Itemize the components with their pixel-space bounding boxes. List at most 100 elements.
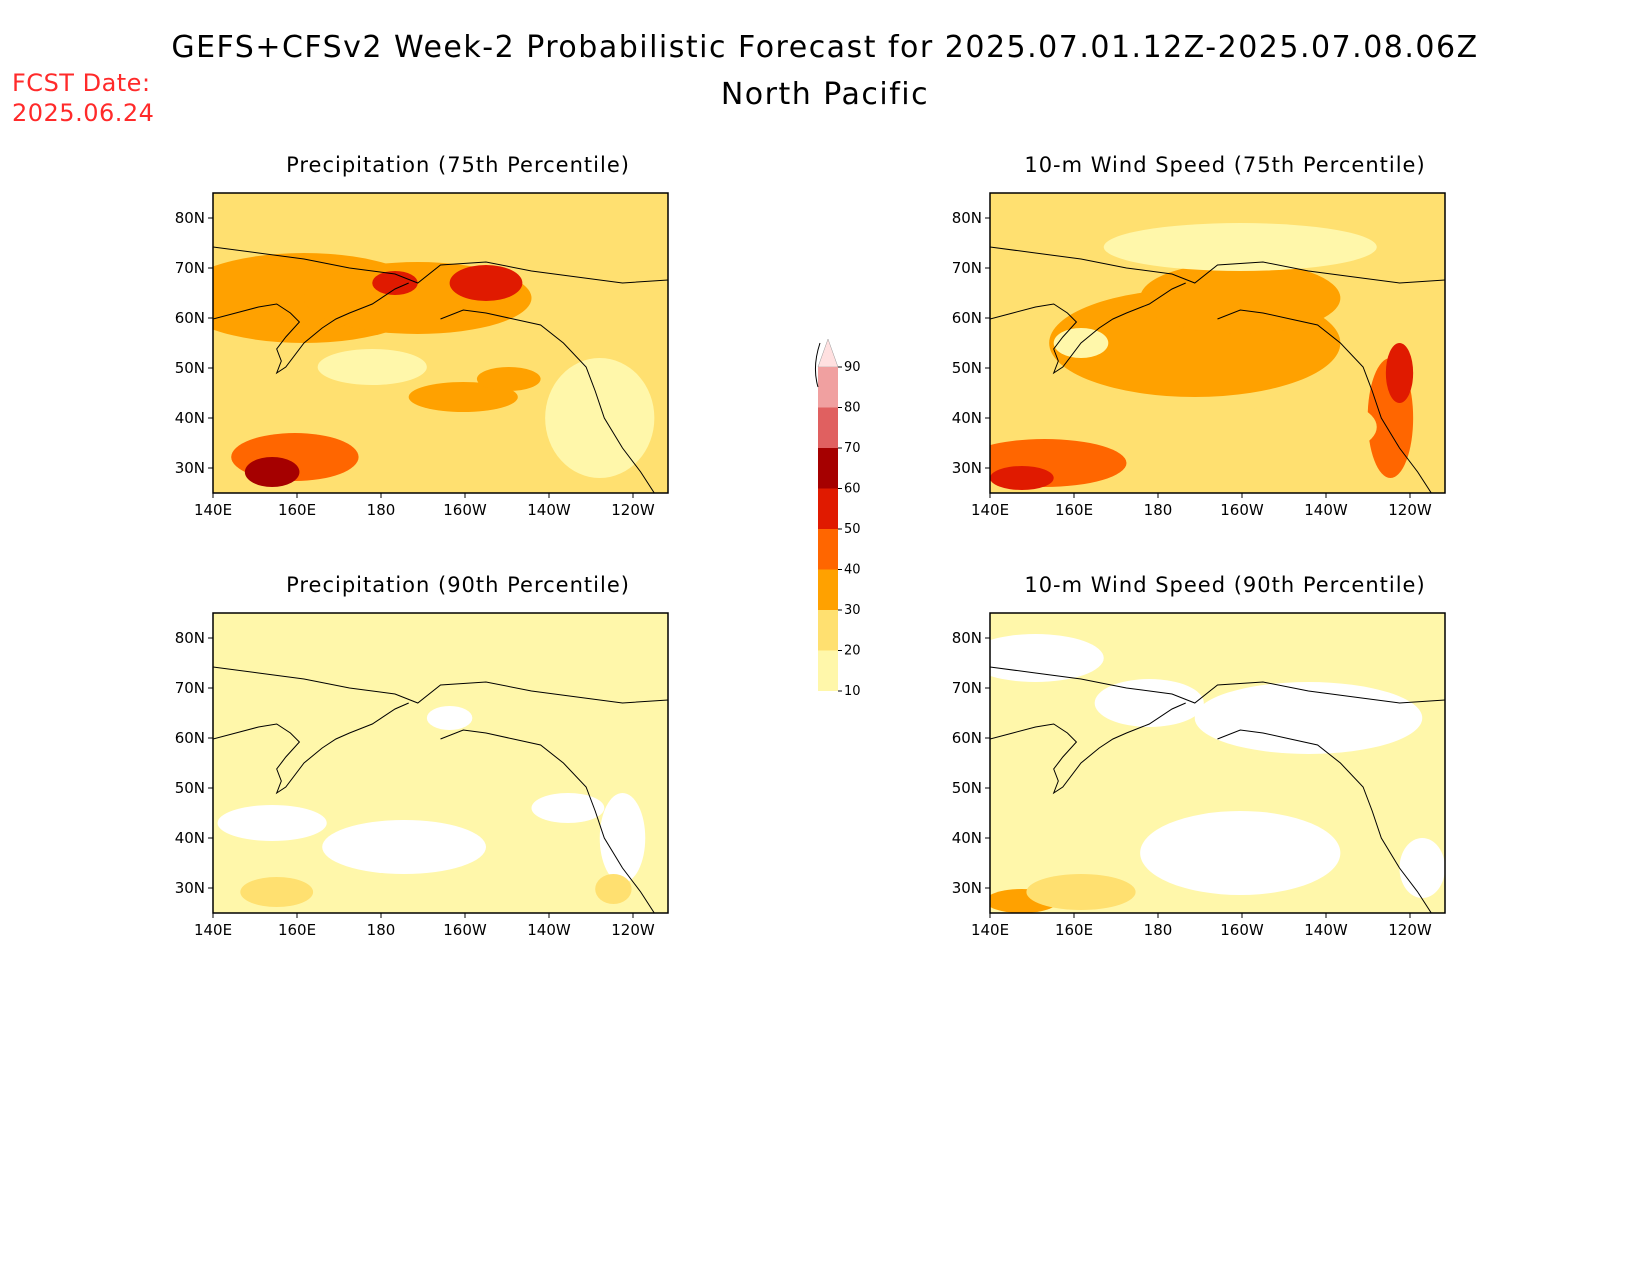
lat-tick-label: 80N [175,209,205,227]
lat-tick-label: 40N [952,409,982,427]
contour-region [599,793,646,883]
colorbar-label: 10 [844,684,861,699]
contour-region [408,382,518,412]
lat-tick-label: 50N [952,359,982,377]
lat-tick-label: 60N [175,309,205,327]
coastline [213,282,409,375]
contour-region [1140,811,1341,895]
contour-region [240,877,314,907]
contour-region [990,466,1054,490]
lat-tick-label: 60N [952,309,982,327]
lat-tick-label: 70N [175,259,205,277]
lon-tick-label: 120W [611,501,655,519]
lon-tick-label: 180 [367,921,396,939]
lat-tick-label: 80N [175,629,205,647]
colorbar-label: 40 [844,563,861,578]
contour-region [372,271,418,295]
lat-tick-label: 40N [175,829,205,847]
contour-region [476,367,541,391]
colorbar-segment [818,650,838,691]
lon-tick-label: 120W [1388,921,1432,939]
map-frame [989,612,1446,914]
contour-region [426,706,473,730]
colorbar-segment [818,529,838,570]
lat-tick-label: 50N [175,359,205,377]
coastline [213,702,409,795]
contour-region [1240,397,1377,457]
lon-tick-label: 140W [1304,921,1348,939]
lat-tick-label: 80N [952,209,982,227]
contour-region [1385,343,1414,403]
lat-tick-label: 40N [952,829,982,847]
contour-region [1103,223,1377,271]
lat-tick-label: 40N [175,409,205,427]
lon-tick-label: 160E [1055,921,1093,939]
colorbar-label: 60 [844,482,861,497]
map-wind75: 80N 70N 60N 50N 40N 30N 140E 160E 180 160W 140W 120… [952,192,1446,519]
colorbar-segment [818,488,838,529]
colorbar-segment [818,407,838,448]
lat-tick-label: 70N [952,259,982,277]
colorbar-segment [818,448,838,489]
lon-tick-label: 140E [971,921,1009,939]
lat-tick-label: 60N [175,729,205,747]
lat-tick-label: 70N [175,679,205,697]
coastline [990,666,1445,704]
lon-tick-label: 180 [1144,921,1173,939]
lat-tick-label: 60N [952,729,982,747]
colorbar-label: 80 [844,401,861,416]
panel-title-precip75: Precipitation (75th Percentile) [286,153,630,177]
colorbar: 10 20 30 40 50 60 70 80 90 [814,338,861,699]
lon-tick-label: 120W [611,921,655,939]
panel-title-precip90: Precipitation (90th Percentile) [286,573,630,597]
lon-tick-label: 160W [1220,501,1264,519]
contour-region [244,457,300,487]
fcst-date-label: FCST Date: 2025.06.24 [12,68,154,128]
lat-tick-label: 30N [952,459,982,477]
lon-tick-label: 180 [367,501,396,519]
colorbar-label: 70 [844,441,861,456]
panel-title-wind90: 10-m Wind Speed (90th Percentile) [1024,573,1426,597]
fcst-date-value: 2025.06.24 [12,99,155,127]
colorbar-segment [818,367,838,408]
coastline [440,309,655,493]
coastline [1217,309,1432,493]
lat-tick-label: 50N [175,779,205,797]
contour-region [1094,679,1204,727]
lon-tick-label: 160W [443,921,487,939]
colorbar-label: 20 [844,644,861,659]
lon-tick-label: 140E [971,501,1009,519]
coastline [213,246,668,284]
coastline [990,246,1445,284]
lat-tick-label: 30N [175,459,205,477]
contour-region [217,805,327,841]
contour-region [595,874,632,904]
colorbar-outline [814,342,821,388]
lon-tick-label: 160E [1055,501,1093,519]
map-precip75: 80N 70N 60N 50N 40N 30N 140E 160E 180 160W 140W 120… [175,192,669,519]
contour-region [1194,682,1423,754]
lon-tick-label: 140E [194,501,232,519]
coastline [1217,729,1432,913]
coastline [213,666,668,704]
panel-title-wind75: 10-m Wind Speed (75th Percentile) [1024,153,1426,177]
contour-region [990,634,1104,682]
lat-tick-label: 30N [952,879,982,897]
lon-tick-label: 160W [1220,921,1264,939]
colorbar-cap [817,338,839,368]
lat-tick-label: 80N [952,629,982,647]
contour-region [317,349,427,385]
lat-tick-label: 30N [175,879,205,897]
colorbar-label: 90 [844,360,861,375]
coastline [440,729,655,913]
contour-region [545,358,655,478]
lon-tick-label: 160E [278,921,316,939]
main-subtitle: North Pacific [720,77,930,112]
lon-tick-label: 140W [527,921,571,939]
contour-region [322,820,486,874]
lat-tick-label: 70N [952,679,982,697]
map-wind90: 80N 70N 60N 50N 40N 30N 140E 160E 180 160W 140W 120… [952,612,1446,939]
lat-tick-label: 50N [952,779,982,797]
colorbar-segment [818,610,838,651]
contour-region [1399,838,1445,898]
